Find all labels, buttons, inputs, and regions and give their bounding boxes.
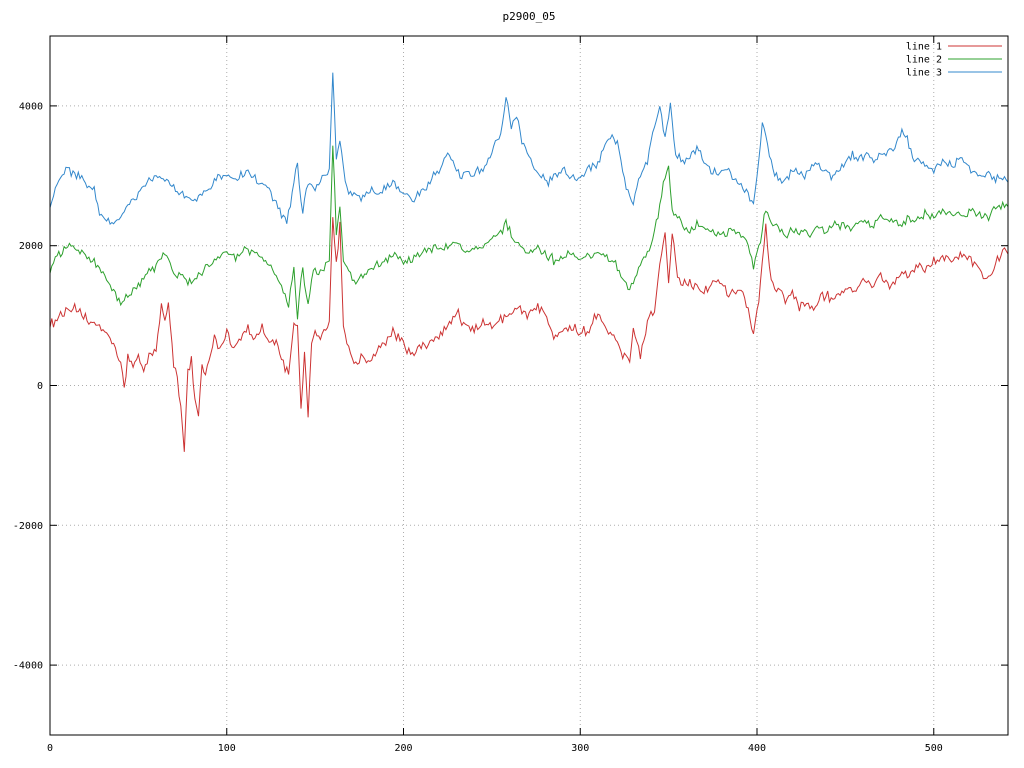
y-tick-label: 0 [37, 381, 43, 392]
y-tick-label: -4000 [13, 661, 43, 672]
chart-title: p2900_05 [502, 10, 556, 23]
x-tick-label: 400 [748, 743, 766, 754]
legend-label: line 1 [906, 42, 942, 53]
x-tick-label: 200 [394, 743, 412, 754]
y-tick-label: -2000 [13, 521, 43, 532]
x-tick-label: 100 [218, 743, 236, 754]
legend-label: line 2 [906, 55, 942, 66]
series-line-1 [50, 217, 1008, 452]
axis-labels: 0 100 200 300 400 500 -4000 -2000 0 2000 4000 [13, 101, 943, 754]
series-line-2 [50, 145, 1008, 320]
series-group [50, 72, 1008, 452]
tick-marks [49, 36, 1008, 735]
legend-label: line 3 [906, 68, 942, 79]
x-tick-label: 500 [925, 743, 943, 754]
y-tick-label: 4000 [19, 101, 43, 112]
legend: line 1 line 2 line 3 [906, 42, 1002, 79]
x-tick-label: 300 [571, 743, 589, 754]
y-tick-label: 2000 [19, 241, 43, 252]
x-tick-label: 0 [47, 743, 53, 754]
series-line-3 [50, 72, 1008, 225]
